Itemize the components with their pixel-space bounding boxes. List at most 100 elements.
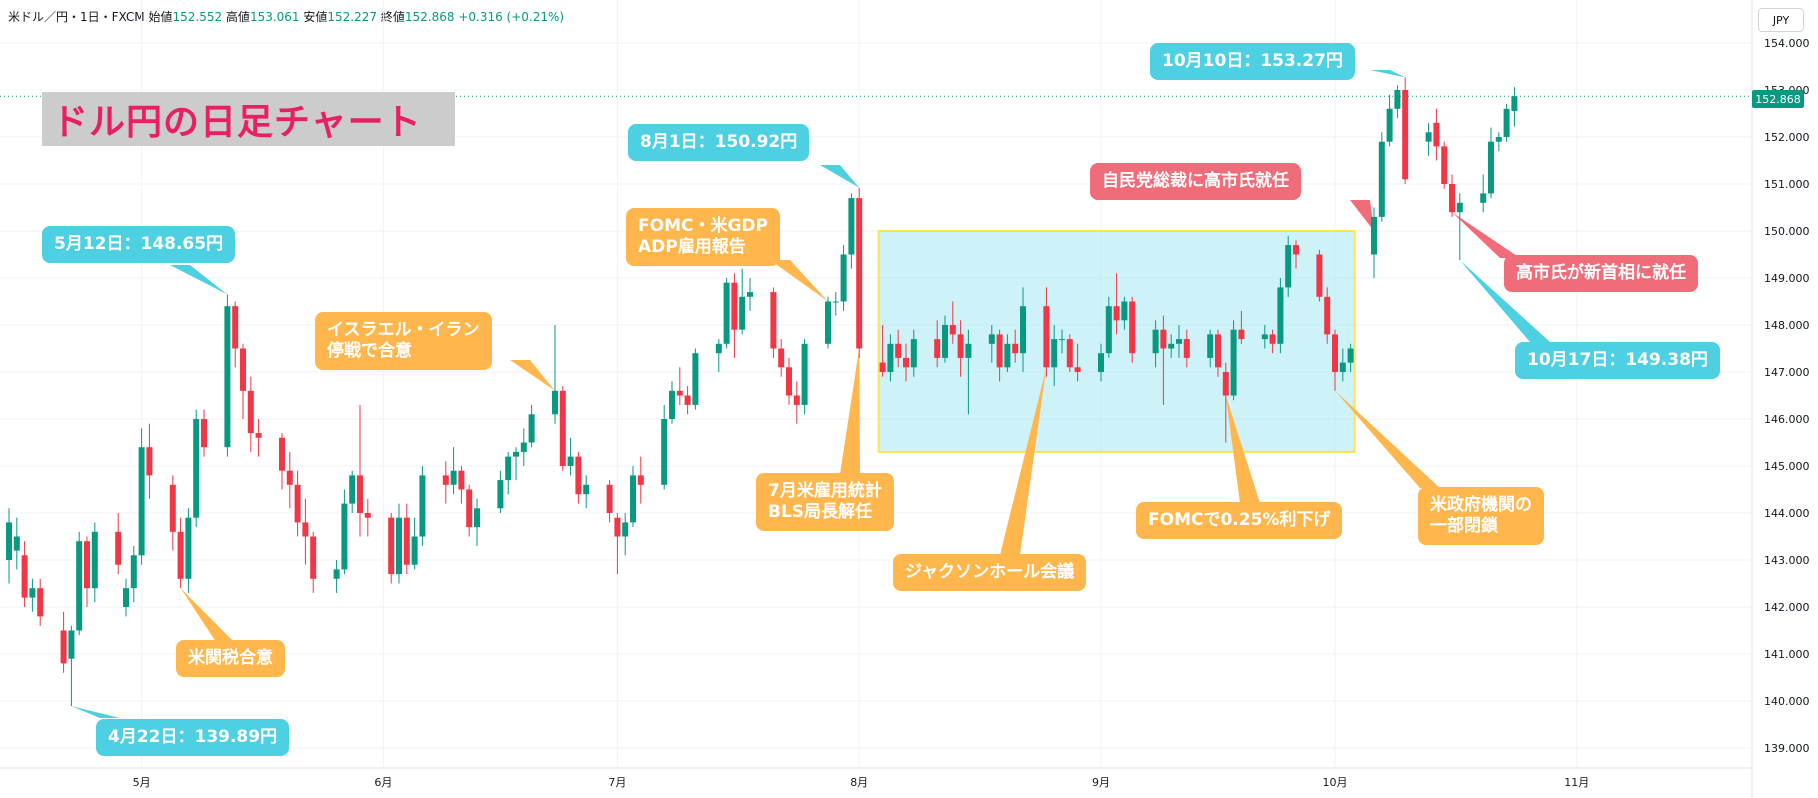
candle-body	[240, 348, 246, 391]
candle-body	[1051, 339, 1058, 368]
candle-body	[676, 390, 683, 396]
candle-body	[60, 630, 67, 664]
candle-body	[388, 517, 395, 575]
callout-aug1: 8月1日：150.92円	[628, 124, 810, 161]
callout-pointer	[170, 265, 228, 295]
low-label: 安値	[303, 10, 328, 24]
y-tick-label: 145.000	[1764, 460, 1810, 473]
candle-body	[1168, 343, 1175, 349]
y-tick-label: 141.000	[1764, 648, 1810, 661]
candle-body	[1105, 306, 1112, 354]
candle-body	[1222, 372, 1229, 396]
callout-israel: イスラエル・イラン 停戦で合意	[315, 312, 492, 370]
candle-body	[302, 522, 309, 537]
candle-body	[1488, 141, 1494, 194]
y-tick-label: 140.000	[1764, 695, 1810, 708]
candle-body	[411, 536, 418, 565]
candle-body	[770, 292, 777, 349]
callout-fomc-gdp: FOMC・米GDP ADP雇用報告	[626, 208, 780, 266]
candle-body	[747, 292, 753, 297]
callout-shutdown-line2: 一部閉鎖	[1430, 516, 1498, 536]
candle-body	[1371, 216, 1377, 255]
callout-pointer	[1225, 395, 1260, 503]
candle-body	[684, 395, 691, 405]
candle-body	[567, 456, 574, 466]
open-value: 152.552	[172, 10, 223, 24]
y-tick-label: 147.000	[1764, 366, 1810, 379]
callout-shutdown-line1: 米政府機関の	[1430, 495, 1532, 515]
candle-body	[505, 456, 512, 481]
candle-body	[1269, 334, 1276, 344]
callout-fomc-gdp-line1: FOMC・米GDP	[638, 216, 768, 236]
candle-body	[458, 470, 465, 490]
y-tick-label: 154.000	[1764, 37, 1810, 50]
candle-body	[1152, 329, 1159, 354]
candle-body	[731, 282, 738, 330]
candle-body	[224, 306, 231, 448]
candle-body	[279, 437, 285, 471]
callout-jobs-line1: 7月米雇用統計	[768, 481, 882, 501]
candle-body	[739, 296, 746, 330]
y-tick-label: 142.000	[1764, 601, 1810, 614]
candle-body	[910, 339, 917, 368]
candle-body	[1277, 287, 1284, 344]
currency-button[interactable]: JPY	[1758, 8, 1804, 32]
candle-body	[934, 339, 941, 358]
callout-pointer	[510, 360, 555, 391]
candle-body	[988, 334, 995, 344]
close-label: 終値	[380, 10, 405, 24]
candle-body	[1441, 146, 1448, 184]
candle-body	[552, 390, 558, 415]
candle-body	[1495, 137, 1502, 142]
candle-body	[310, 536, 317, 579]
chart-header: 米ドル／円・1日・FXCM 始値152.552 高値153.061 安値152.…	[8, 8, 564, 25]
candle-body	[559, 390, 566, 466]
last-price-tag: 152.868	[1752, 90, 1804, 108]
candle-body	[786, 367, 792, 396]
candle-body	[349, 475, 356, 504]
candle-body	[1207, 334, 1214, 358]
candle-body	[606, 484, 613, 513]
y-tick-label: 152.000	[1764, 131, 1810, 144]
callout-jobs: 7月米雇用統計 BLS局長解任	[756, 473, 894, 531]
candle-body	[1402, 90, 1409, 180]
candle-body	[193, 419, 200, 518]
candle-body	[575, 456, 582, 495]
candle-body	[115, 531, 122, 565]
candle-body	[84, 541, 90, 589]
callout-pointer	[1452, 212, 1520, 258]
candle-body	[185, 517, 192, 579]
candle-body	[1121, 301, 1128, 321]
candle-body	[778, 348, 785, 368]
candle-body	[840, 254, 847, 302]
candle-body	[879, 362, 886, 372]
chart-title-box: ドル円の日足チャート	[42, 92, 455, 146]
callout-oct17: 10月17日：149.38円	[1515, 342, 1720, 379]
candle-body	[1503, 108, 1510, 137]
callout-pointer	[1335, 390, 1440, 488]
candle-body	[1332, 334, 1338, 372]
x-tick-label: 9月	[1092, 776, 1110, 789]
candle-body	[1238, 329, 1245, 340]
candle-body	[692, 353, 699, 405]
x-tick-label: 8月	[850, 776, 868, 789]
candle-body	[1378, 141, 1385, 217]
callout-pointer	[840, 348, 860, 474]
y-tick-label: 150.000	[1764, 225, 1810, 238]
candle-body	[442, 475, 449, 485]
candle-body	[513, 451, 519, 457]
candle-body	[232, 306, 239, 349]
candle-body	[1004, 343, 1011, 368]
high-label: 高値	[225, 10, 250, 24]
candle-body	[832, 301, 839, 303]
close-value: 152.868	[404, 10, 455, 24]
candle-body	[715, 343, 722, 354]
candle-body	[825, 301, 831, 344]
candle-body	[1386, 108, 1393, 142]
candle-body	[357, 475, 363, 513]
candle-body	[497, 480, 504, 509]
y-tick-label: 149.000	[1764, 272, 1810, 285]
candle-body	[6, 522, 12, 560]
callout-fomc-cut: FOMCで0.25%利下げ	[1136, 502, 1343, 539]
chart-title: ドル円の日足チャート	[52, 102, 422, 143]
